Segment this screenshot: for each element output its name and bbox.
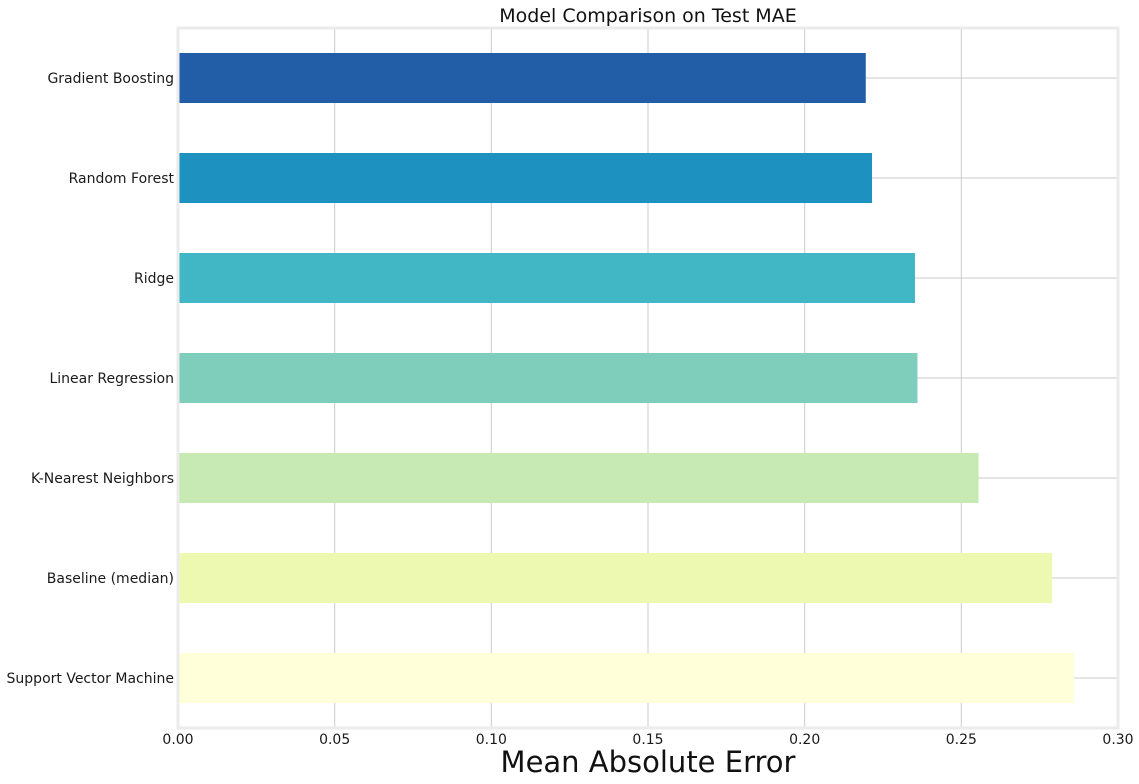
x-tick-label: 0.15 (632, 732, 663, 748)
bar (179, 253, 915, 303)
x-tick-label: 0.30 (1102, 732, 1133, 748)
bar (179, 553, 1053, 603)
x-axis-title: Mean Absolute Error (501, 745, 796, 779)
bar (179, 653, 1075, 703)
category-label: K-Nearest Neighbors (31, 471, 174, 487)
x-tick-labels: 0.00 0.05 0.10 0.15 0.20 0.25 0.30 (162, 732, 1133, 748)
category-label: Gradient Boosting (47, 71, 174, 87)
bar (179, 353, 918, 403)
category-label: Baseline (median) (47, 571, 174, 587)
category-label: Support Vector Machine (7, 671, 174, 687)
category-label: Random Forest (69, 171, 175, 187)
x-tick-label: 0.25 (946, 732, 977, 748)
category-label: Ridge (134, 271, 174, 287)
category-label: Linear Regression (49, 371, 174, 387)
x-tick-label: 0.00 (162, 732, 193, 748)
category-labels: Gradient Boosting Random Forest Ridge Linea… (7, 71, 175, 687)
bar (179, 53, 866, 103)
x-tick-label: 0.05 (319, 732, 350, 748)
x-tick-label: 0.20 (789, 732, 820, 748)
x-tick-label: 0.10 (476, 732, 507, 748)
bar (179, 153, 873, 203)
chart-title: Model Comparison on Test MAE (499, 5, 796, 27)
plot-frame (176, 26, 1120, 730)
bars (179, 53, 1075, 703)
bar (179, 453, 979, 503)
